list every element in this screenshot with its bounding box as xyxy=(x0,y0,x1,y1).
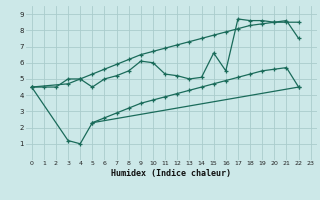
X-axis label: Humidex (Indice chaleur): Humidex (Indice chaleur) xyxy=(111,169,231,178)
